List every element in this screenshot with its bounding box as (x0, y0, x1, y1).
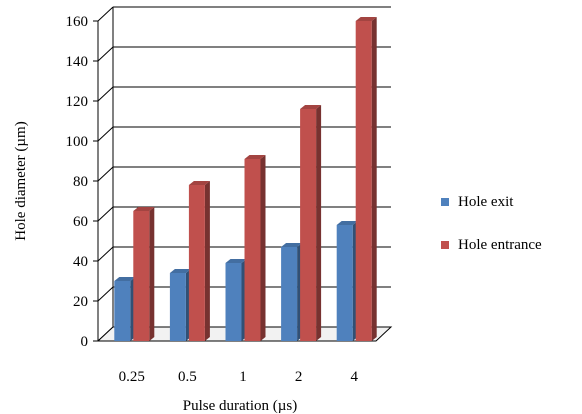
y-tick-label-140: 140 (66, 54, 89, 70)
bar-hole-entrance-0-25 (133, 207, 155, 341)
bar-side (149, 207, 155, 341)
bar-top (300, 105, 322, 109)
bar-top (281, 243, 303, 247)
bar-hole-exit-0-5 (169, 269, 191, 341)
gridline-side-140 (97, 46, 114, 62)
gridline-side-120 (97, 86, 114, 102)
bars (114, 17, 377, 341)
legend-label-hole-entrance: Hole entrance (458, 236, 542, 253)
y-axis-title: Hole diameter (µm) (13, 121, 29, 240)
y-tick-label-160: 160 (66, 14, 89, 30)
bar-front (133, 211, 150, 341)
x-tick-label-1: 1 (239, 369, 247, 385)
bar-top (355, 17, 377, 21)
x-axis-ticks: 0.25 0.5 1 2 4 (119, 369, 359, 385)
bar-front (281, 247, 298, 341)
bar-front (114, 281, 131, 341)
gridline-side-80 (97, 166, 114, 182)
y-tick-label-120: 120 (66, 94, 89, 110)
bar-hole-exit-2 (281, 243, 303, 341)
legend-label-hole-exit: Hole exit (458, 193, 514, 210)
legend-item-hole-entrance: Hole entrance (441, 235, 542, 255)
y-tick-label-100: 100 (66, 134, 89, 150)
bar-hole-entrance-4 (355, 17, 377, 341)
y-tick-label-60: 60 (73, 214, 88, 230)
y-tick-label-20: 20 (73, 294, 88, 310)
bar-top (225, 259, 247, 263)
bar-front (244, 159, 261, 341)
bar-front (300, 109, 317, 341)
gridline-side-100 (97, 126, 114, 142)
x-tick-label-4: 4 (350, 369, 358, 385)
bar-front (169, 273, 186, 341)
y-tick-label-0: 0 (81, 334, 89, 350)
bar-side (371, 17, 377, 341)
bar-hole-entrance-2 (300, 105, 322, 341)
bar-front (336, 225, 353, 341)
gridline-side-20 (97, 286, 114, 302)
bar-side (204, 181, 210, 341)
bar-top (336, 221, 358, 225)
gridline-side-160 (97, 6, 114, 22)
bar-hole-entrance-0-5 (188, 181, 210, 341)
bar-top (114, 277, 136, 281)
bar-hole-exit-0-25 (114, 277, 136, 341)
gridline-side-60 (97, 206, 114, 222)
bar-front (355, 21, 372, 341)
y-tick-label-80: 80 (73, 174, 88, 190)
x-tick-label-0-25: 0.25 (119, 369, 145, 385)
bar-front (225, 263, 242, 341)
bar-top (188, 181, 210, 185)
bar-side (316, 105, 322, 341)
bar-hole-exit-1 (225, 259, 247, 341)
bar-top (169, 269, 191, 273)
legend-swatch-hole-exit (441, 198, 449, 206)
gridline-side-40 (97, 246, 114, 262)
bar-side (260, 155, 266, 341)
bar-top (133, 207, 155, 211)
x-axis-title: Pulse duration (µs) (183, 398, 297, 414)
bar-front (188, 185, 205, 341)
bar-hole-entrance-1 (244, 155, 266, 341)
legend: Hole exit Hole entrance (441, 192, 542, 278)
x-tick-label-2: 2 (295, 369, 303, 385)
legend-swatch-hole-entrance (441, 241, 449, 249)
legend-item-hole-exit: Hole exit (441, 192, 542, 212)
y-axis-ticks: 0 20 40 60 80 100 120 140 160 (66, 14, 89, 350)
y-tick-label-40: 40 (73, 254, 88, 270)
x-tick-label-0-5: 0.5 (178, 369, 197, 385)
bar-hole-exit-4 (336, 221, 358, 341)
bar-top (244, 155, 266, 159)
